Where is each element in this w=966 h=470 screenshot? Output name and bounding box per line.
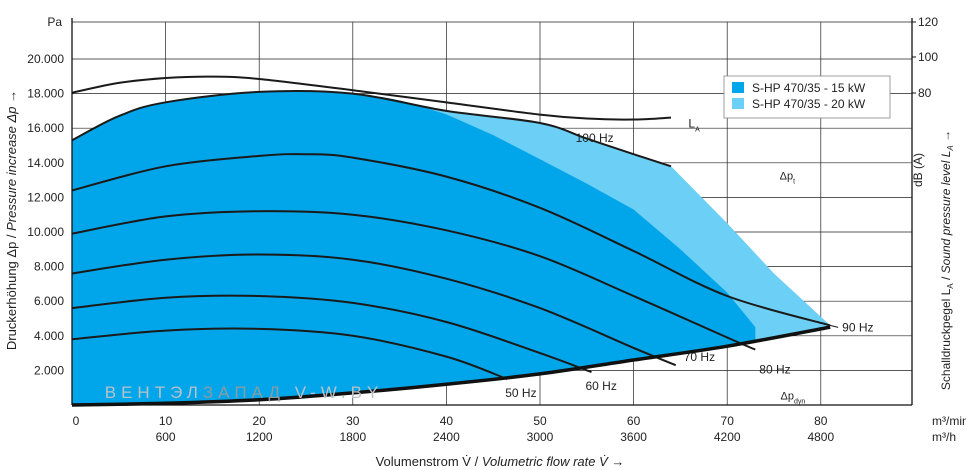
y-unit-label: Pa <box>47 15 62 29</box>
legend-swatch <box>732 82 744 93</box>
y-tick-label: 4.000 <box>34 329 64 343</box>
right-tick-label: 100 <box>918 50 938 64</box>
legend: S-HP 470/35 - 15 kW S-HP 470/35 - 20 kW <box>723 75 891 119</box>
x-unit-top: m³/min <box>932 414 966 428</box>
y-tick-label: 14.000 <box>27 156 64 170</box>
speed-curves: 50 Hz 60 Hz 70 Hz 80 Hz 90 Hz 100 Hz LA Δpt Δpdy… <box>71 75 874 407</box>
y-tick-label: 6.000 <box>34 294 64 308</box>
x-tick-label: 40 <box>440 414 454 428</box>
y-tick-label: 16.000 <box>27 121 64 135</box>
y-tick-label: 20.000 <box>27 52 64 66</box>
curve-50hz <box>71 327 508 381</box>
y-tick-label: 12.000 <box>27 190 64 204</box>
x-tick-label-m3h: 600 <box>156 430 176 444</box>
legend-swatch <box>732 98 744 109</box>
x-tick-label: 50 <box>533 414 547 428</box>
x-tick-label-m3h: 4800 <box>807 430 834 444</box>
x-tick-label-m3h: 1800 <box>339 430 366 444</box>
curve-90hz <box>71 153 831 327</box>
y-tick-label: 18.000 <box>27 87 64 101</box>
curve-90hz-leader <box>830 324 839 328</box>
x-tick-label: 60 <box>627 414 641 428</box>
right-axis-unit: dB (A) <box>911 153 925 187</box>
x-tick-label: 30 <box>346 414 360 428</box>
curve-90hz-label: 90 Hz <box>842 320 873 334</box>
legend-box <box>723 75 891 119</box>
x-tick-label: 10 <box>159 414 173 428</box>
curve-60hz-label: 60 Hz <box>585 379 616 393</box>
x-tick-label-m3h: 3000 <box>527 430 554 444</box>
y-label-right: Schalldruckpegel LA / Sound pressure lev… <box>939 130 955 390</box>
sound-level-label: LA <box>688 117 700 134</box>
right-tick-label: 120 <box>918 15 938 29</box>
x-tick-label-m3h: 1200 <box>246 430 273 444</box>
legend-entry: S-HP 470/35 - 20 kW <box>752 97 866 111</box>
x-tick-label-m3h: 4200 <box>714 430 741 444</box>
curve-60hz <box>71 294 592 374</box>
x-tick-label: 20 <box>253 414 267 428</box>
x-tick-label: 80 <box>814 414 828 428</box>
axes <box>71 18 916 406</box>
dynamic-pressure-label: Δpdyn <box>781 391 806 406</box>
dynamic-pressure-curve <box>71 325 831 407</box>
watermark: ВЕНТЭЛЗАПАД V-W.BY <box>105 383 384 402</box>
curve-80hz <box>71 210 756 351</box>
x-tick-label-m3h: 3600 <box>620 430 647 444</box>
curve-100hz <box>71 89 672 168</box>
x-label: Volumenstrom V̇ / Volumetric flow rate V… <box>376 454 625 469</box>
x-tick-label: 0 <box>73 414 80 428</box>
legend-entry: S-HP 470/35 - 15 kW <box>752 81 866 95</box>
y-tick-label: 10.000 <box>27 225 64 239</box>
right-tick-label: 80 <box>918 86 932 100</box>
curve-50hz-label: 50 Hz <box>505 386 536 400</box>
sound-level-curve <box>71 75 672 121</box>
x-tick-label: 70 <box>721 414 735 428</box>
curve-70hz-label: 70 Hz <box>684 350 715 364</box>
y-label-left: Druckerhöhung Δp / Pressure increase Δp … <box>4 90 19 350</box>
y-tick-label: 8.000 <box>34 260 64 274</box>
curve-80hz-label: 80 Hz <box>759 363 790 377</box>
curve-70hz <box>71 253 677 367</box>
x-unit-bottom: m³/h <box>932 430 956 444</box>
x-tick-label-m3h: 2400 <box>433 430 460 444</box>
curve-100hz-label: 100 Hz <box>576 131 614 145</box>
total-pressure-label: Δpt <box>780 170 795 185</box>
y-tick-label: 2.000 <box>34 363 64 377</box>
axis-labels: 2.000 4.000 6.000 8.000 10.000 12.000 14.000 16… <box>4 15 966 469</box>
